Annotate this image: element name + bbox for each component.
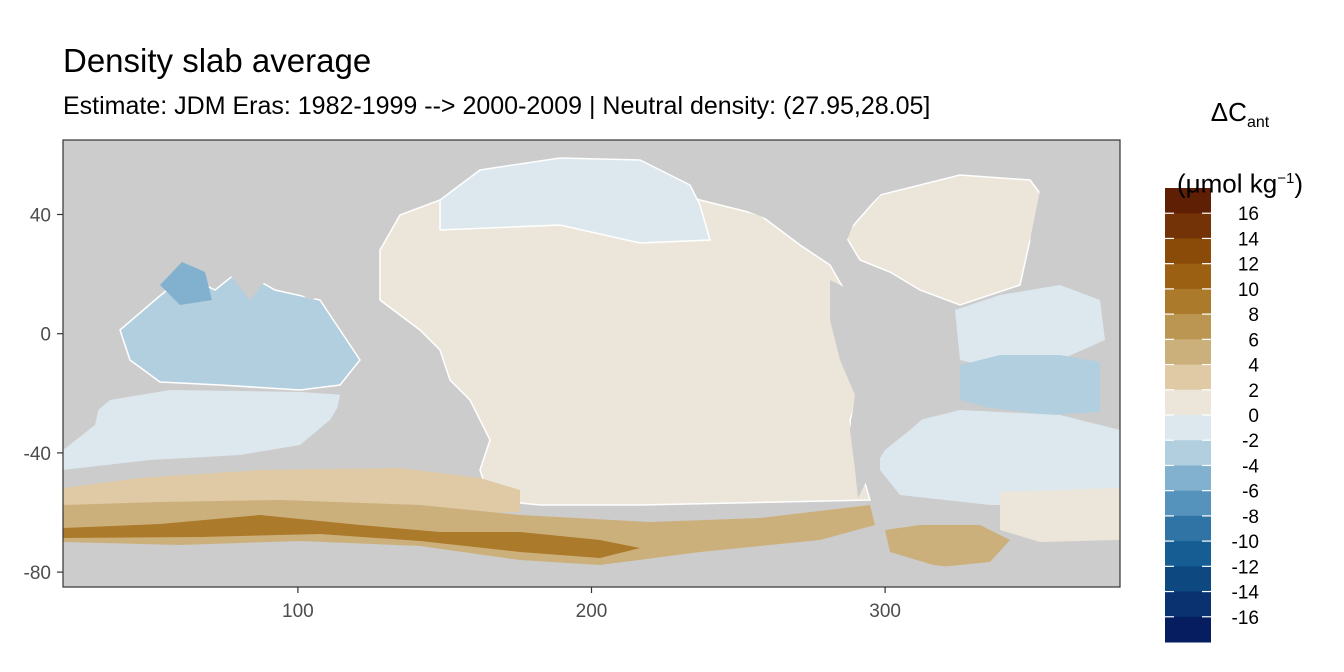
colorbar-tick-label: -8	[1242, 507, 1259, 528]
chart-title: Density slab average	[63, 42, 372, 79]
colorbar-swatch	[1165, 263, 1211, 290]
colorbar-swatch	[1165, 541, 1211, 567]
colorbar: 16 14 12 10 8 6 4 2 0 -2 -4 -6 -8 -10 -12 -14 -16	[1165, 188, 1259, 643]
chart-subtitle: Estimate: JDM Eras: 1982-1999 --> 2000-2…	[63, 92, 931, 120]
colorbar-tick-label: 16	[1238, 204, 1259, 225]
colorbar-tick-label: 14	[1238, 229, 1260, 250]
colorbar-tick-label: 6	[1248, 330, 1259, 351]
legend-unit-suffix: )	[1294, 168, 1303, 199]
colorbar-tick-label: -6	[1242, 482, 1259, 503]
colorbar-tick-label: 12	[1238, 255, 1259, 276]
land-europe-africa-east	[1030, 160, 1120, 300]
land-antarctica	[63, 545, 1120, 587]
colorbar-swatch	[1165, 415, 1211, 441]
colorbar-tick-label: -10	[1232, 532, 1259, 553]
x-tick-label: 300	[869, 601, 901, 622]
north-pacific	[439, 157, 711, 244]
north-atlantic	[844, 174, 1046, 306]
colorbar-tick-label: 8	[1248, 305, 1259, 326]
antarctic-margin	[63, 515, 640, 558]
y-tick-label: 40	[30, 206, 51, 227]
colorbar-tick-label: -16	[1232, 608, 1259, 629]
colorbar-swatch	[1165, 188, 1211, 214]
colorbar-tick-label: -14	[1232, 583, 1260, 604]
colorbar-swatch	[1165, 465, 1211, 492]
colorbar-swatch	[1165, 515, 1211, 542]
x-tick-label: 100	[282, 601, 314, 622]
colorbar-tick-label: -2	[1242, 431, 1259, 452]
land-africa	[63, 140, 150, 450]
colorbar-swatch	[1165, 213, 1211, 239]
legend-title: ΔCant (μmol kg−1)	[1150, 84, 1330, 212]
legend-symbol-line: ΔCant	[1150, 84, 1330, 151]
atlantic-south-band	[1000, 488, 1120, 542]
colorbar-swatch	[1165, 314, 1211, 340]
legend-unit-line: (μmol kg−1)	[1150, 151, 1330, 212]
y-tick-label: -40	[24, 444, 51, 465]
colorbar-tick-label: 0	[1248, 406, 1259, 427]
colorbar-tick-label: -12	[1232, 557, 1259, 578]
colorbar-tick-label: 4	[1248, 356, 1259, 377]
tropical-atlantic	[955, 285, 1105, 370]
y-axis: 40 0 -40 -80	[24, 206, 63, 584]
colorbar-swatch	[1165, 591, 1211, 618]
colorbar-tick-label: 10	[1238, 280, 1259, 301]
land-eurasia	[63, 140, 440, 300]
legend-unit-exponent: −1	[1277, 170, 1295, 188]
colorbar-swatch	[1165, 238, 1211, 265]
atlantic-south-margin	[885, 525, 1010, 567]
colorbar-tick-label: -4	[1242, 456, 1259, 477]
colorbar-swatch	[1165, 364, 1211, 391]
legend-symbol: ΔC	[1210, 97, 1247, 127]
x-tick-label: 200	[576, 601, 608, 622]
land-greenland	[920, 140, 1060, 175]
x-axis: 100 200 300	[282, 587, 901, 622]
legend-unit-prefix: (μmol kg	[1177, 168, 1278, 199]
colorbar-swatch	[1165, 440, 1211, 466]
y-tick-label: -80	[24, 563, 51, 584]
colorbar-swatch	[1165, 288, 1211, 315]
land-australia	[335, 370, 458, 450]
colorbar-swatch	[1165, 566, 1211, 593]
south-atlantic	[880, 410, 1120, 505]
colorbar-swatch	[1165, 490, 1211, 517]
south-indian	[63, 390, 345, 470]
legend-subscript: ant	[1246, 114, 1270, 132]
colorbar-swatch	[1165, 389, 1211, 416]
land-south-america	[830, 280, 960, 498]
colorbar-swatch	[1165, 339, 1211, 366]
equatorial-atlantic	[960, 355, 1100, 415]
arabian-sea	[160, 262, 212, 305]
y-tick-label: 0	[40, 325, 51, 346]
land-north-america	[690, 140, 1120, 262]
colorbar-tick-label: 2	[1248, 381, 1259, 402]
colorbar-swatch	[1165, 616, 1211, 643]
